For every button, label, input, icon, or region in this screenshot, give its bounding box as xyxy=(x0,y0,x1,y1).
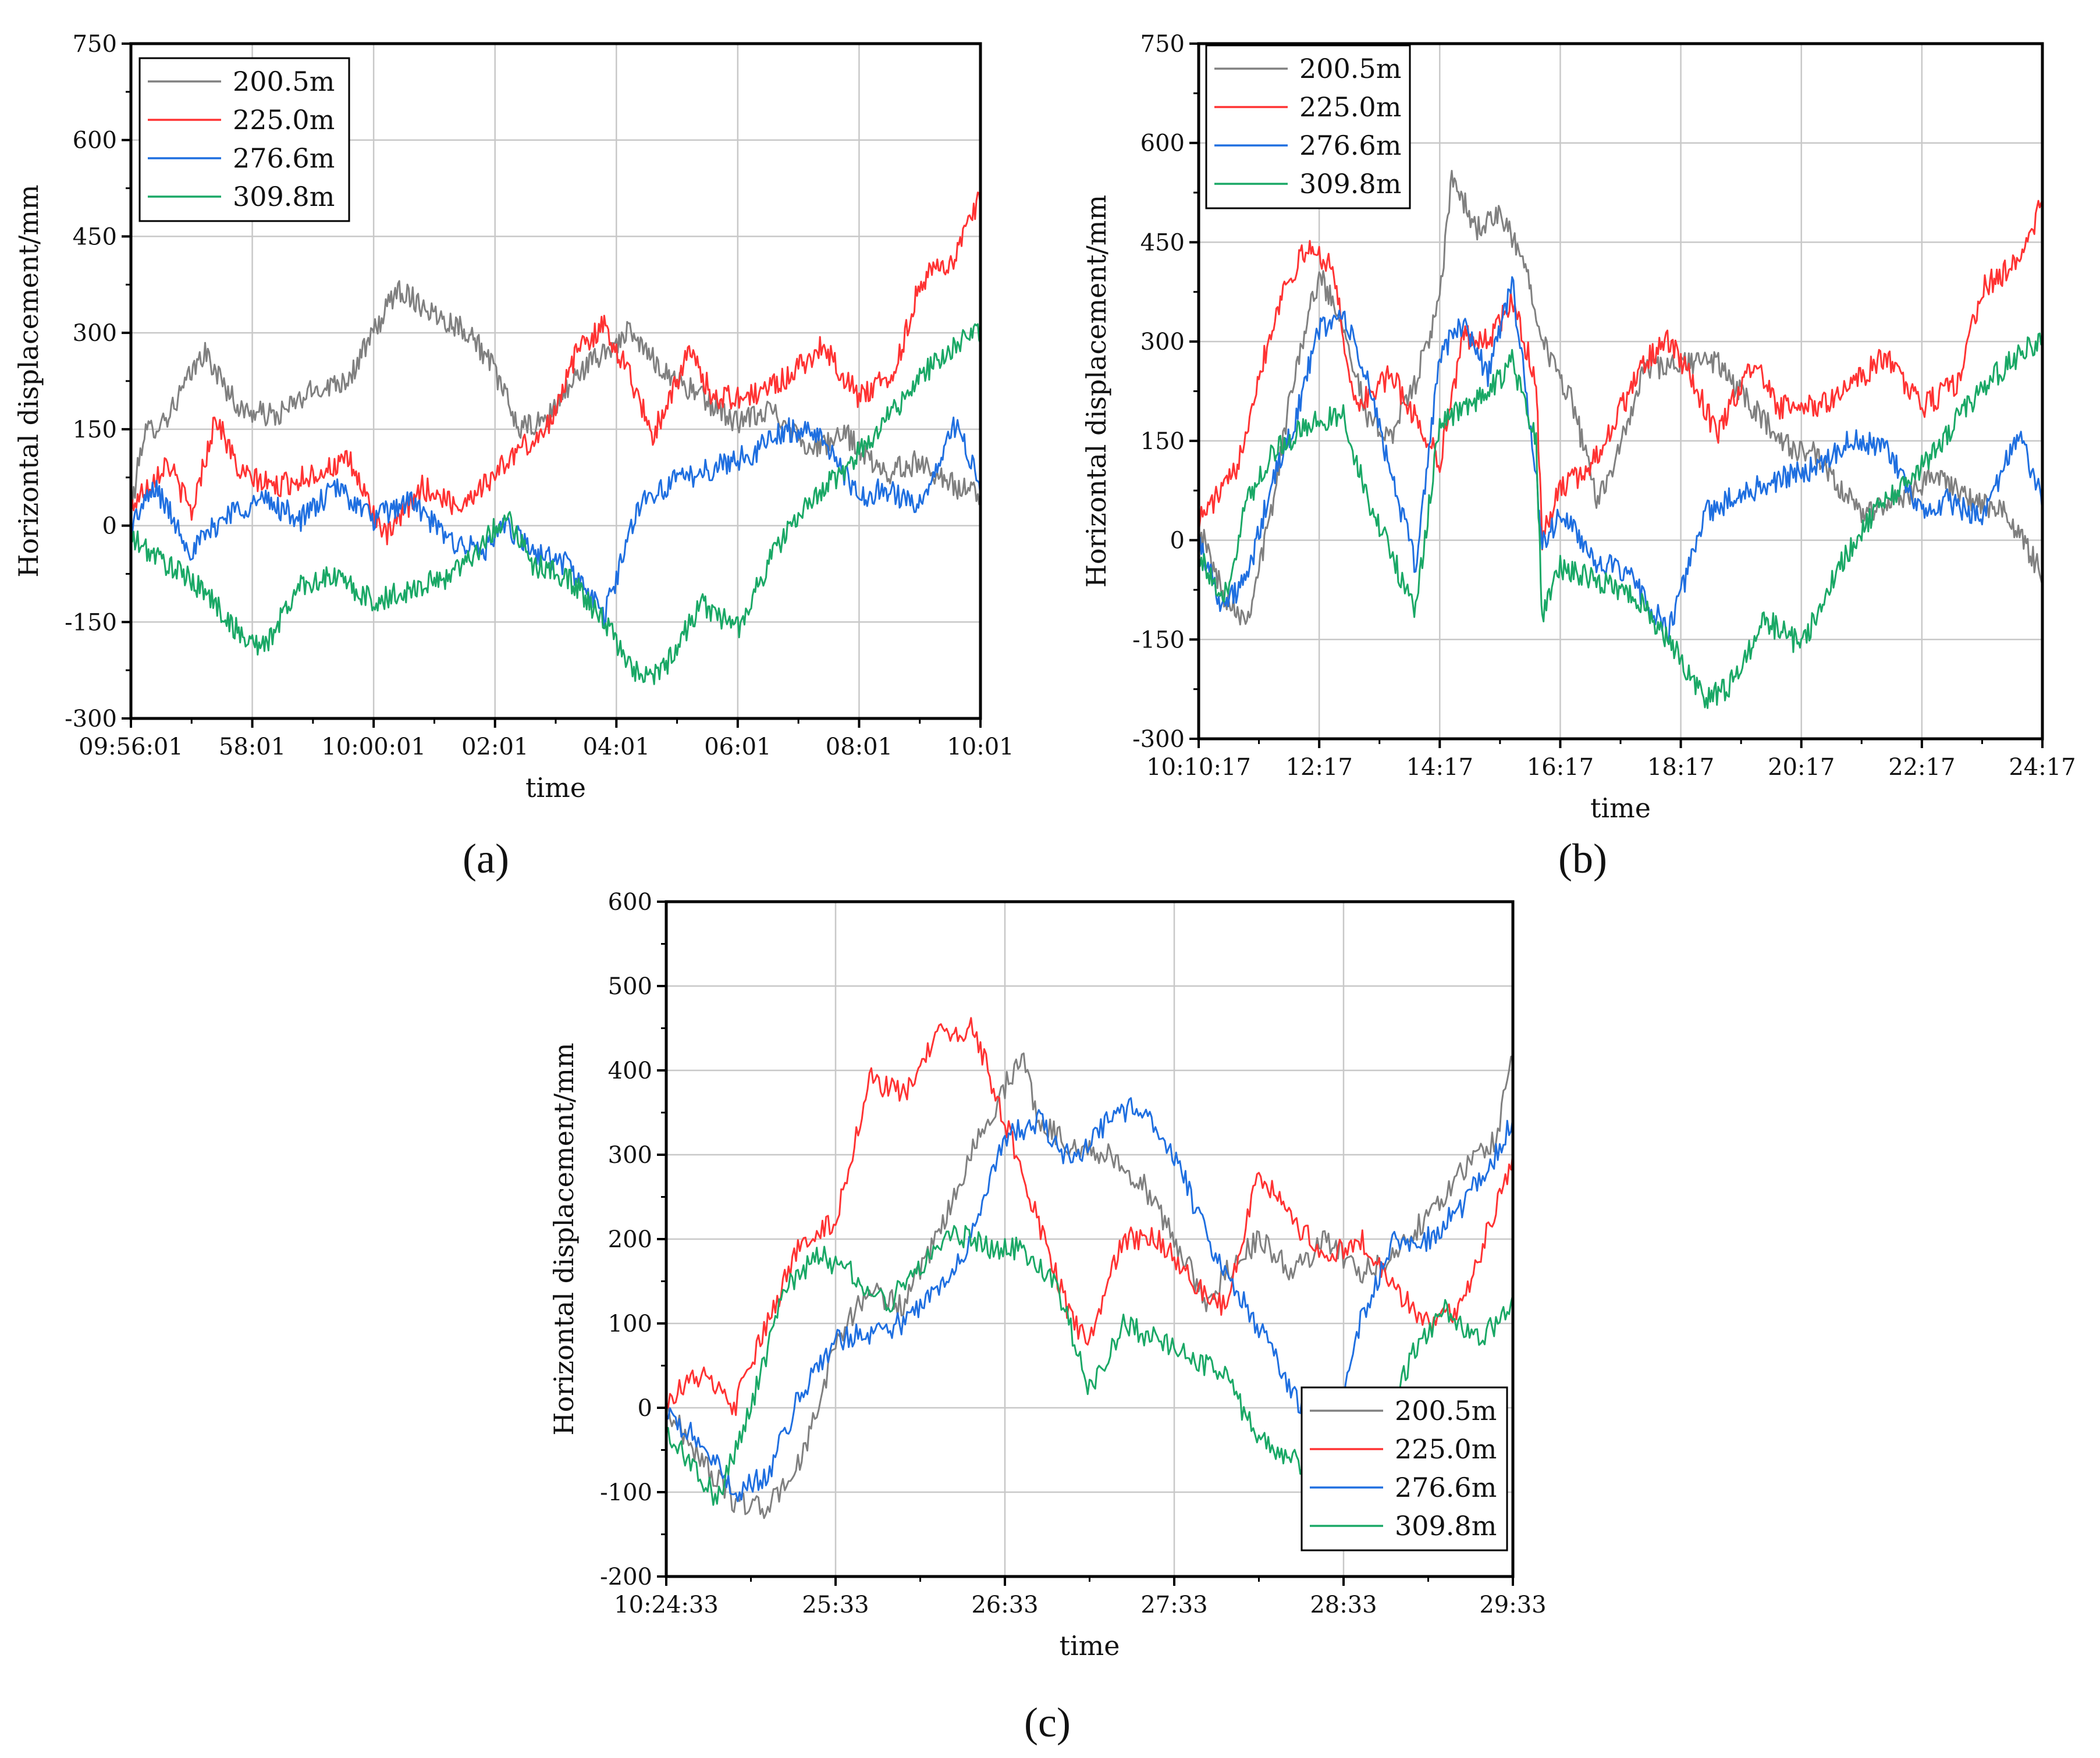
y-axis-label: Horizontal displacement/mm xyxy=(13,184,44,577)
legend: 200.5m 225.0m 276.6m 309.8m xyxy=(1300,1386,1508,1551)
x-tick-label: 16:17 xyxy=(1527,754,1594,781)
x-tick-label: 10:10:17 xyxy=(1146,754,1251,781)
y-tick-label: -150 xyxy=(65,609,117,636)
series-line-225.0m xyxy=(666,1017,1513,1417)
y-tick-label: -300 xyxy=(1132,726,1185,753)
x-axis-label: time xyxy=(1590,792,1651,824)
series-line-309.8m xyxy=(131,323,980,685)
series-line-276.6m xyxy=(666,1097,1513,1503)
x-tick-label: 06:01 xyxy=(704,734,771,760)
legend-label: 309.8m xyxy=(1395,1510,1497,1542)
series-group xyxy=(1199,170,2042,709)
x-axis-label: time xyxy=(525,772,586,803)
y-tick-label: 0 xyxy=(1170,528,1185,554)
legend-label: 225.0m xyxy=(1299,91,1401,123)
x-tick-label: 29:33 xyxy=(1479,1592,1546,1618)
series-line-309.8m xyxy=(1199,332,2042,709)
chart-a: -300 -150 0 150 300 450 600 750 09:56:01 58:01 10:… xyxy=(13,31,1014,803)
legend-label: 309.8m xyxy=(233,181,335,212)
series-line-200.5m xyxy=(666,1052,1513,1519)
y-axis-label: Horizontal displacement/mm xyxy=(1081,195,1112,588)
y-tick-label: 450 xyxy=(1140,229,1185,256)
series-line-309.8m xyxy=(666,1225,1513,1536)
x-tick-label: 22:17 xyxy=(1888,754,1955,781)
x-tick-label: 58:01 xyxy=(219,734,286,760)
y-tick-label: 400 xyxy=(608,1058,652,1084)
chart-c: -200 -100 0 100 200 300 400 500 600 10:24:33 25:33… xyxy=(548,889,1547,1661)
y-tick-label: 300 xyxy=(608,1142,652,1169)
y-tick-label: -100 xyxy=(600,1479,652,1506)
y-tick-label: -200 xyxy=(600,1564,652,1590)
legend: 200.5m 225.0m 276.6m 309.8m xyxy=(1205,44,1411,209)
y-tick-label: 200 xyxy=(608,1226,652,1253)
series-line-225.0m xyxy=(131,191,980,546)
y-tick-label: 750 xyxy=(1140,31,1185,58)
x-tick-label: 10:01 xyxy=(947,734,1014,760)
y-tick-label: 600 xyxy=(608,889,652,916)
y-tick-label: 500 xyxy=(608,973,652,1000)
y-tick-label: 0 xyxy=(638,1395,652,1422)
legend-label: 276.6m xyxy=(233,143,335,174)
legend-box xyxy=(138,57,350,222)
y-tick-label: -150 xyxy=(1132,627,1185,653)
x-tick-label: 25:33 xyxy=(802,1592,869,1618)
y-tick-label: 150 xyxy=(1140,428,1185,455)
y-tick-label: 300 xyxy=(1140,329,1185,355)
x-tick-label: 02:01 xyxy=(461,734,528,760)
y-tick-label: 300 xyxy=(73,320,117,347)
series-line-276.6m xyxy=(1199,276,2042,642)
series-group xyxy=(666,1017,1513,1536)
legend-label: 225.0m xyxy=(1395,1433,1497,1465)
legend-label: 225.0m xyxy=(233,104,335,136)
series-line-276.6m xyxy=(131,417,980,627)
legend-label: 276.6m xyxy=(1299,130,1401,161)
y-axis-label: Horizontal displacement/mm xyxy=(548,1042,580,1435)
legend-box xyxy=(1300,1386,1508,1551)
x-tick-label: 18:17 xyxy=(1647,754,1714,781)
x-tick-label: 09:56:01 xyxy=(79,734,183,760)
x-tick-label: 08:01 xyxy=(826,734,893,760)
x-tick-label: 28:33 xyxy=(1310,1592,1377,1618)
y-tick-label: 750 xyxy=(73,31,117,58)
y-tick-label: 150 xyxy=(73,417,117,443)
x-tick-label: 12:17 xyxy=(1286,754,1353,781)
series-line-200.5m xyxy=(131,280,980,510)
x-tick-label: 04:01 xyxy=(583,734,650,760)
x-tick-label: 10:00:01 xyxy=(321,734,426,760)
y-tick-label: 600 xyxy=(1140,130,1185,157)
legend-box xyxy=(1205,44,1411,209)
legend-label: 276.6m xyxy=(1395,1472,1497,1503)
panel-label-a: (a) xyxy=(463,835,509,882)
legend: 200.5m 225.0m 276.6m 309.8m xyxy=(138,57,350,222)
panel-label-b: (b) xyxy=(1558,835,1607,882)
x-tick-label: 24:17 xyxy=(2009,754,2076,781)
x-tick-label: 26:33 xyxy=(971,1592,1038,1618)
legend-label: 200.5m xyxy=(1299,53,1401,84)
y-tick-label: 600 xyxy=(73,127,117,154)
series-line-225.0m xyxy=(1199,195,2042,551)
legend-label: 200.5m xyxy=(1395,1395,1497,1426)
legend-label: 309.8m xyxy=(1299,168,1401,200)
x-tick-label: 14:17 xyxy=(1406,754,1473,781)
x-axis-label: time xyxy=(1059,1630,1120,1661)
chart-b: -300 -150 0 150 300 450 600 750 10:10:17 12:17 14:… xyxy=(1081,31,2076,824)
x-tick-label: 20:17 xyxy=(1768,754,1835,781)
panel-label-c: (c) xyxy=(1024,1699,1071,1746)
series-group xyxy=(131,191,980,685)
legend-label: 200.5m xyxy=(233,66,335,97)
y-tick-label: 450 xyxy=(73,223,117,250)
x-tick-label: 27:33 xyxy=(1140,1592,1207,1618)
y-tick-label: 100 xyxy=(608,1311,652,1337)
y-tick-label: -300 xyxy=(65,706,117,732)
x-tick-label: 10:24:33 xyxy=(614,1592,719,1618)
y-tick-label: 0 xyxy=(102,513,117,540)
